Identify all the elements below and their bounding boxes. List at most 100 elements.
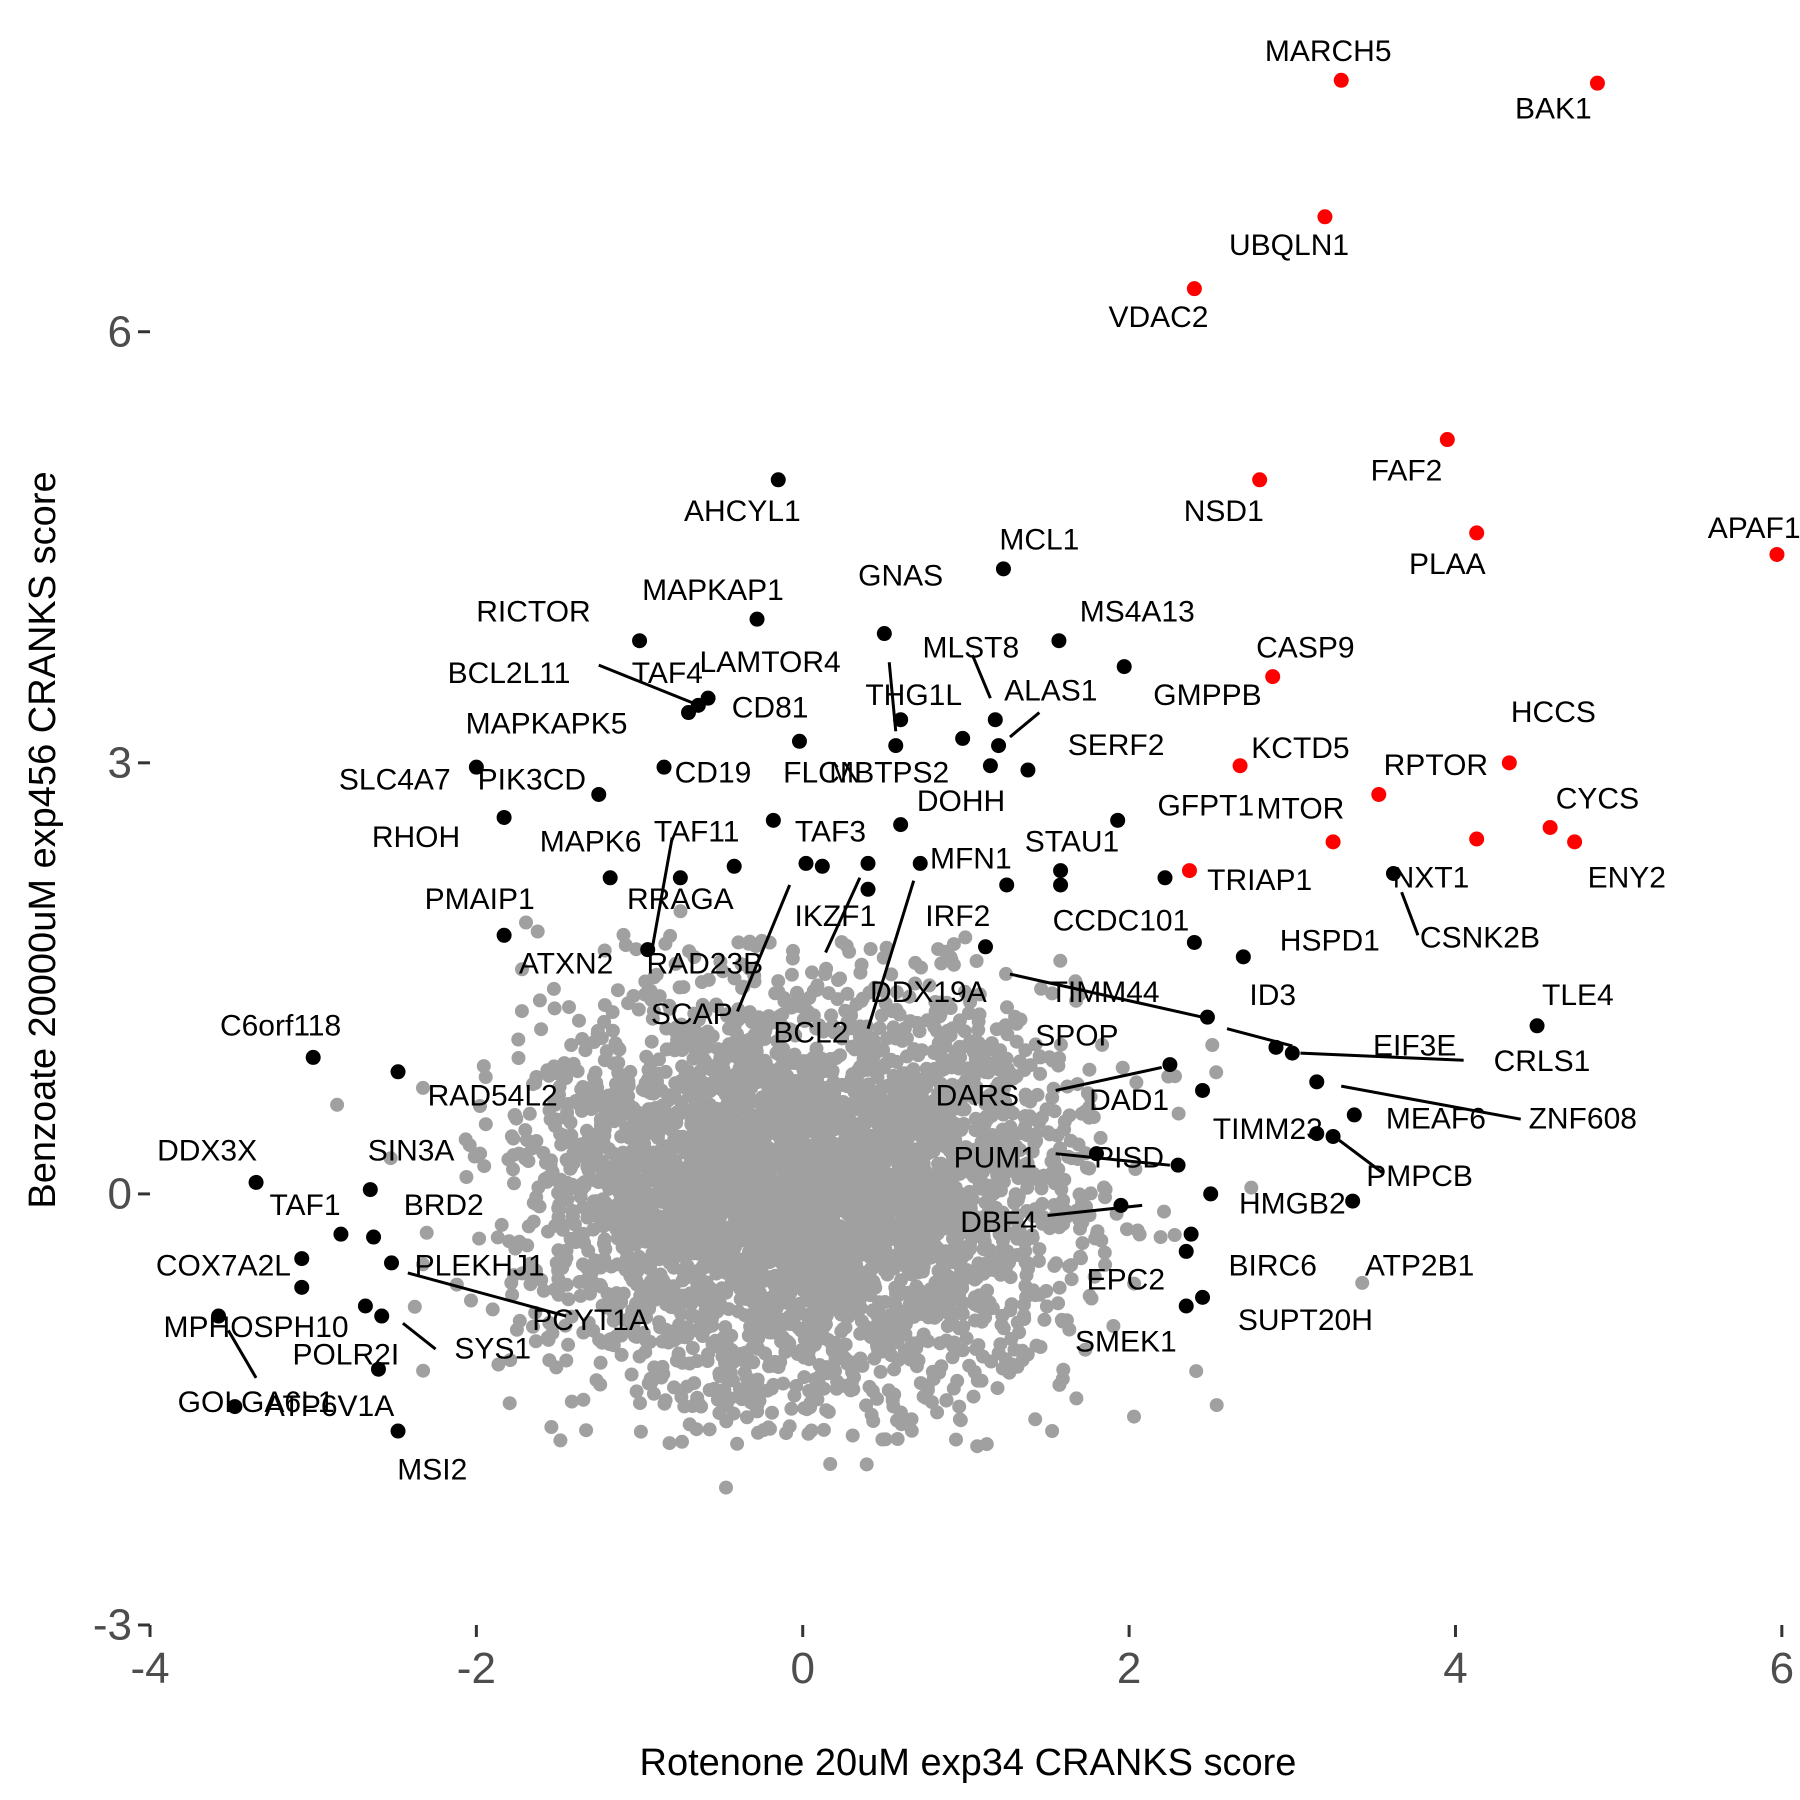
point-meaf6 (1346, 1107, 1362, 1123)
label-plaa: PLAA (1409, 548, 1486, 581)
label-ddx19a: DDX19A (870, 976, 987, 1009)
connector-znf608 (1340, 1084, 1522, 1121)
label-flcn: FLCN (783, 756, 861, 789)
label-dbf4: DBF4 (960, 1206, 1037, 1239)
point-tle4 (1529, 1018, 1545, 1034)
label-birc6: BIRC6 (1229, 1249, 1317, 1282)
point-mfn1 (912, 855, 928, 871)
point-nsd1 (1252, 472, 1268, 488)
point-ubqln1 (1317, 209, 1333, 225)
connector-mlst8 (971, 654, 992, 699)
label-hccs: HCCS (1511, 696, 1596, 729)
label-polr2i: POLR2I (292, 1338, 399, 1371)
label-ddx3x: DDX3X (157, 1134, 257, 1167)
point-nxt1 (1469, 831, 1485, 847)
point-mapkapk5 (791, 733, 807, 749)
label-sin3a: SIN3A (368, 1134, 455, 1167)
label-cd81: CD81 (732, 692, 809, 725)
connector-crls1 (1300, 1051, 1464, 1062)
point-polr2i (294, 1279, 310, 1295)
label-rad23b: RAD23B (646, 948, 763, 981)
point-mapkap1 (749, 611, 765, 627)
label-cd19: CD19 (675, 756, 752, 789)
point-dars (1162, 1057, 1178, 1073)
x-tick-label: 6 (1770, 1644, 1794, 1693)
label-mtor: MTOR (1257, 792, 1345, 825)
label-thg1l: THG1L (865, 679, 962, 712)
connector-csnk2b (1400, 891, 1420, 936)
label-rraga: RRAGA (627, 883, 734, 916)
label-meaf6: MEAF6 (1386, 1103, 1486, 1136)
connector-pcyt1a (407, 1271, 567, 1318)
label-rictor: RICTOR (476, 595, 590, 628)
point-rad54l2 (390, 1064, 406, 1080)
point-mtor (1325, 834, 1341, 850)
label-mapk6: MAPK6 (540, 825, 642, 858)
point-mapk6 (602, 870, 618, 886)
y-tick-label: 6 (108, 307, 132, 356)
point-cox7a2l (294, 1251, 310, 1267)
label-id3: ID3 (1249, 979, 1296, 1012)
label-slc4a7: SLC4A7 (339, 764, 451, 797)
label-timm23: TIMM23 (1213, 1113, 1323, 1146)
label-bcl2: BCL2 (773, 1016, 848, 1049)
point-spop (1199, 1009, 1215, 1025)
point-ddx3x (248, 1174, 264, 1190)
label-alas1: ALAS1 (1004, 674, 1097, 707)
label-epc2: EPC2 (1087, 1264, 1165, 1297)
point-cd81 (681, 705, 697, 721)
label-pmpcb: PMPCB (1366, 1160, 1473, 1193)
label-atxn2: ATXN2 (519, 948, 613, 981)
label-mbtps2: MBTPS2 (829, 756, 949, 789)
point-casp9 (1265, 669, 1281, 685)
label-ahcyl1: AHCYL1 (684, 495, 801, 528)
point-hmgb2 (1203, 1186, 1219, 1202)
label-taf1: TAF1 (269, 1189, 340, 1222)
label-ccdc101: CCDC101 (1053, 904, 1190, 937)
label-c6orf118: C6orf118 (220, 1009, 341, 1042)
label-nxt1: NXT1 (1393, 861, 1470, 894)
point-mcl1 (995, 561, 1011, 577)
point-birc6 (1183, 1226, 1199, 1242)
y-tick-label: 3 (108, 738, 132, 787)
connector-ikzf1 (824, 877, 862, 954)
label-hspd1: HSPD1 (1280, 925, 1380, 958)
label-bak1: BAK1 (1515, 93, 1592, 126)
label-dad1: DAD1 (1089, 1084, 1169, 1117)
label-mapkap1: MAPKAP1 (642, 574, 784, 607)
label-atp2b1: ATP2B1 (1365, 1249, 1475, 1282)
point-pmpcb (1325, 1128, 1341, 1144)
x-tick-label: -4 (130, 1644, 169, 1693)
point-pum1 (1088, 1146, 1104, 1162)
label-mlst8: MLST8 (922, 631, 1019, 664)
label-supt20h: SUPT20H (1238, 1304, 1373, 1337)
label-rhoh: RHOH (372, 821, 460, 854)
point-vdac2 (1186, 281, 1202, 297)
background-points (330, 904, 1370, 1495)
label-scap: SCAP (651, 998, 733, 1031)
point-atp2b1 (1345, 1193, 1361, 1209)
point-timm23 (1309, 1126, 1325, 1142)
label-smek1: SMEK1 (1075, 1325, 1177, 1358)
point-cd19 (656, 759, 672, 775)
point-csnk2b (1385, 865, 1401, 881)
label-gmppb: GMPPB (1153, 679, 1261, 712)
point-golga6l1 (227, 1399, 243, 1415)
label-gfpt1: GFPT1 (1157, 789, 1254, 822)
label-casp9: CASP9 (1256, 631, 1354, 664)
point-supt20h (1195, 1289, 1211, 1305)
connector-sys1 (402, 1322, 437, 1351)
point-c6orf118 (305, 1049, 321, 1065)
point-faf2 (1439, 432, 1455, 448)
x-tick-label: 0 (790, 1644, 814, 1693)
point-dohh (893, 817, 909, 833)
point-hccs (1501, 755, 1517, 771)
point-thg1l (893, 712, 909, 728)
point-bak1 (1589, 75, 1605, 91)
point-pcyt1a (357, 1298, 373, 1314)
label-lamtor4: LAMTOR4 (700, 646, 841, 679)
label-ubqln1: UBQLN1 (1229, 229, 1349, 262)
connector-pmpcb (1337, 1138, 1383, 1174)
